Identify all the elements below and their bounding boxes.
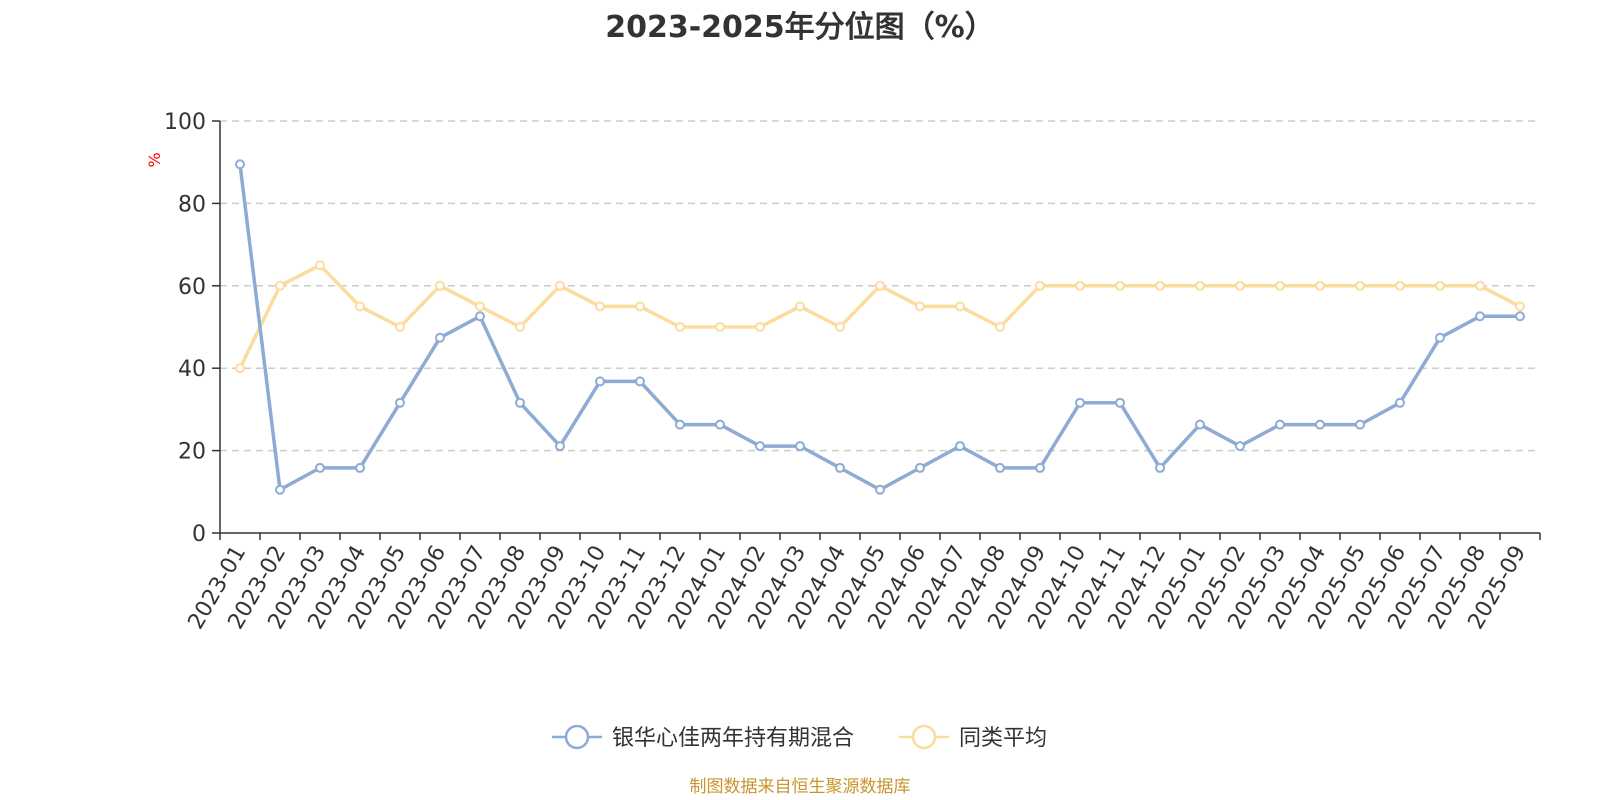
data-point — [315, 462, 325, 473]
legend-label: 同类平均 — [959, 726, 1047, 751]
data-point — [515, 397, 525, 408]
axes: 0204060801002023-012023-022023-032023-04… — [164, 110, 1541, 634]
data-point — [835, 322, 845, 332]
data-point — [1235, 280, 1245, 291]
data-point — [395, 397, 405, 408]
legend-marker — [911, 724, 937, 750]
data-point — [835, 462, 845, 473]
data-point — [1195, 419, 1205, 430]
data-point — [795, 301, 805, 312]
data-point — [1115, 280, 1125, 291]
data-point — [1395, 280, 1405, 291]
data-point — [595, 301, 605, 312]
data-point — [1355, 280, 1365, 291]
data-point — [275, 484, 285, 495]
data-point — [355, 462, 365, 473]
data-point — [1155, 280, 1165, 291]
data-point — [1075, 397, 1085, 408]
data-point — [1315, 280, 1325, 291]
data-point — [1115, 397, 1125, 408]
data-point — [355, 301, 365, 312]
data-point — [1355, 419, 1365, 430]
series-group — [235, 159, 1525, 495]
data-point — [995, 322, 1005, 332]
data-point — [1395, 397, 1405, 408]
data-point — [435, 332, 445, 343]
data-point — [235, 159, 245, 170]
data-point — [795, 441, 805, 452]
y-tick-label: 80 — [178, 192, 206, 217]
data-point — [875, 484, 885, 495]
y-tick-label: 20 — [178, 440, 206, 465]
legend[interactable]: 银华心佳两年持有期混合 同类平均 — [552, 724, 1047, 751]
legend-label: 银华心佳两年持有期混合 — [612, 726, 854, 751]
data-point — [475, 311, 485, 322]
data-point — [915, 462, 925, 473]
data-point — [1155, 462, 1165, 473]
y-tick-label: 60 — [178, 275, 206, 300]
data-point — [315, 260, 325, 271]
data-point — [515, 322, 525, 332]
series-lines — [235, 159, 1525, 495]
data-point — [915, 301, 925, 312]
data-point — [275, 280, 285, 291]
data-point — [1475, 311, 1485, 322]
data-point — [1075, 280, 1085, 291]
data-point — [1275, 280, 1285, 291]
data-point — [475, 301, 485, 312]
data-point — [635, 301, 645, 312]
data-point — [1235, 441, 1245, 452]
y-tick-label: 0 — [192, 522, 206, 547]
data-point — [1435, 280, 1445, 291]
legend-marker — [564, 724, 590, 750]
data-point — [435, 280, 445, 291]
series-line — [238, 164, 1520, 492]
data-point — [715, 322, 725, 332]
data-point — [1515, 311, 1525, 322]
data-point — [1315, 419, 1325, 430]
data-point — [395, 322, 405, 332]
data-point — [955, 301, 965, 312]
data-point — [715, 419, 725, 430]
y-tick-label: 40 — [178, 357, 206, 382]
chart-title: 2023-2025年分位图（%） — [605, 10, 995, 45]
data-point — [235, 363, 245, 374]
data-source-note: 制图数据来自恒生聚源数据库 — [690, 777, 911, 797]
data-point — [1475, 280, 1485, 291]
data-point — [1035, 280, 1045, 291]
data-point — [675, 419, 685, 430]
data-point — [675, 322, 685, 332]
data-point — [555, 280, 565, 291]
data-point — [1035, 462, 1045, 473]
data-point — [1435, 332, 1445, 343]
legend-item[interactable]: 银华心佳两年持有期混合 — [552, 724, 854, 751]
data-point — [755, 322, 765, 332]
y-axis-label: % — [145, 152, 164, 167]
series-group — [235, 260, 1525, 374]
data-point — [635, 376, 645, 387]
data-point — [995, 462, 1005, 473]
data-point — [955, 441, 965, 452]
data-point — [595, 376, 605, 387]
data-point — [875, 280, 885, 291]
data-point — [555, 441, 565, 452]
data-point — [1275, 419, 1285, 430]
data-point — [1195, 280, 1205, 291]
legend-item[interactable]: 同类平均 — [899, 724, 1047, 751]
y-tick-label: 100 — [164, 110, 206, 135]
data-point — [755, 441, 765, 452]
data-point — [1515, 301, 1525, 312]
